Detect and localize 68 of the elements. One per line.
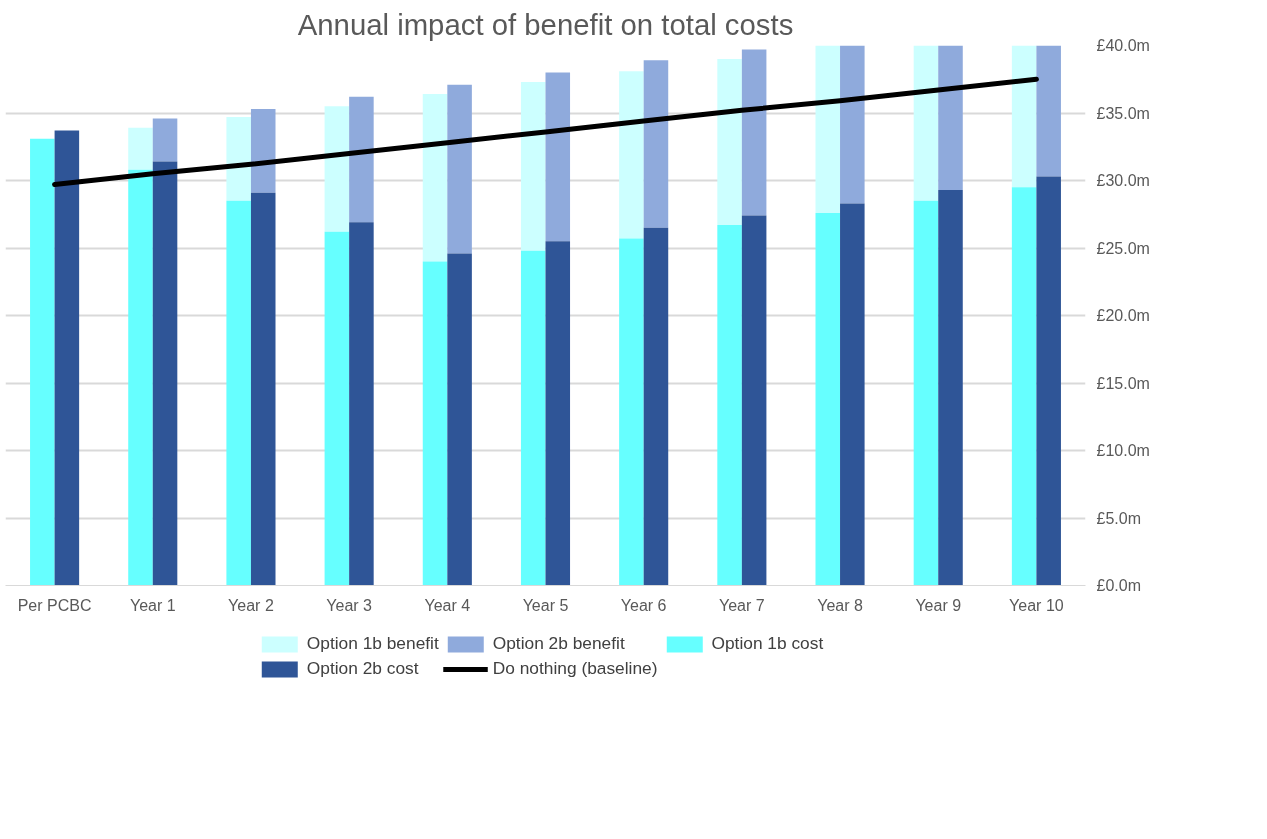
bar: [938, 45, 963, 190]
bar: [1011, 187, 1037, 586]
bar: [520, 250, 546, 586]
bar: [152, 161, 178, 586]
x-tick-label: Year 1: [129, 596, 176, 614]
x-tick-label: Year 9: [915, 596, 962, 614]
bar: [1036, 45, 1061, 177]
y-tick-label: £35.0m: [1096, 104, 1150, 122]
bar: [152, 118, 178, 162]
bar: [545, 72, 571, 242]
y-tick-label: £15.0m: [1096, 374, 1150, 392]
bar: [840, 203, 865, 586]
bar: [128, 169, 153, 586]
bar: [422, 94, 448, 262]
legend-label: Option 1b benefit: [306, 633, 439, 654]
bar: [422, 261, 448, 586]
x-tick-label: Year 10: [1009, 596, 1064, 614]
x-tick-label: Year 2: [228, 596, 274, 614]
bar: [717, 59, 742, 226]
x-tick-label: Year 4: [424, 596, 471, 614]
legend-label: Do nothing (baseline): [492, 658, 658, 679]
x-tick-label: Year 3: [326, 596, 373, 614]
x-tick-label: Year 5: [522, 596, 569, 614]
bar: [447, 84, 472, 254]
bar: [250, 108, 276, 193]
bar: [520, 81, 546, 251]
bar: [643, 227, 669, 586]
bar: [226, 200, 251, 586]
bar: [54, 130, 80, 586]
bar: [30, 138, 55, 586]
bar: [349, 96, 374, 223]
bar: [324, 231, 350, 586]
legend-label: Option 2b cost: [306, 658, 419, 679]
bar: [717, 225, 742, 586]
bar: [128, 127, 153, 170]
bar: [815, 45, 841, 213]
y-tick-label: £30.0m: [1096, 172, 1150, 189]
bar: [643, 60, 669, 228]
bar: [349, 222, 374, 586]
bar: [250, 192, 276, 586]
bar: [741, 49, 767, 216]
bar: [815, 212, 841, 586]
bar: [1011, 45, 1037, 188]
x-tick-label: Year 8: [817, 596, 863, 614]
y-tick-label: £40.0m: [1096, 37, 1150, 54]
bar: [324, 106, 350, 232]
chart-title: Annual impact of benefit on total costs: [297, 7, 794, 41]
bar: [619, 238, 644, 586]
bar: [840, 45, 865, 204]
x-tick-label: Year 7: [719, 596, 765, 614]
y-tick-label: £20.0m: [1096, 307, 1150, 324]
x-tick-label: Year 6: [620, 596, 667, 614]
x-tick-label: Per PCBC: [17, 596, 92, 614]
bar: [447, 253, 472, 586]
y-tick-label: £25.0m: [1096, 239, 1150, 257]
y-tick-label: £0.0m: [1096, 577, 1141, 594]
y-tick-label: £5.0m: [1096, 509, 1141, 527]
bar: [226, 117, 251, 201]
legend-label: Option 2b benefit: [492, 633, 625, 654]
bar: [741, 215, 767, 586]
bar: [913, 45, 939, 201]
legend-label: Option 1b cost: [711, 633, 824, 654]
bar: [619, 71, 644, 239]
y-tick-label: £10.0m: [1096, 442, 1150, 459]
bar: [1036, 176, 1061, 586]
bar: [938, 189, 963, 586]
bar: [913, 200, 939, 586]
bar: [545, 241, 571, 586]
